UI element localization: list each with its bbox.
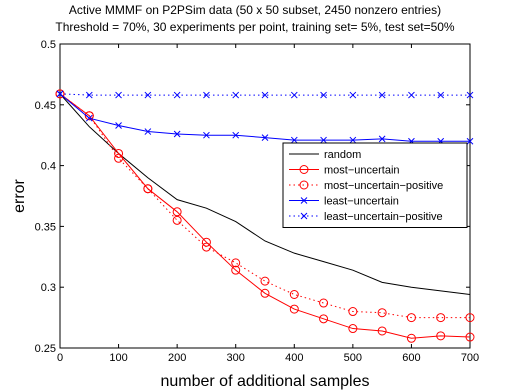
y-tick-label: 0.35 — [35, 221, 56, 233]
data-point — [231, 258, 241, 268]
data-point — [465, 313, 475, 323]
data-point — [289, 289, 299, 299]
data-point — [201, 237, 211, 247]
data-point — [144, 128, 152, 135]
legend: random most−uncertain most−uncertain−posit… — [282, 142, 468, 228]
legend-item: most−uncertain — [289, 165, 400, 177]
data-point — [144, 91, 152, 99]
y-tick-label: 0.45 — [35, 100, 56, 112]
data-point — [261, 134, 269, 141]
data-point — [261, 91, 269, 99]
data-point — [289, 304, 299, 314]
data-point — [406, 333, 416, 343]
data-point — [143, 184, 153, 194]
data-point — [466, 91, 474, 99]
data-point — [349, 91, 357, 99]
data-point — [115, 91, 122, 99]
legend-marker — [299, 165, 309, 174]
x-tick-label: 500 — [344, 352, 362, 364]
legend-label: random — [324, 149, 361, 161]
legend-item: most−uncertain−positive — [289, 180, 443, 192]
chart-subtitle: Threshold = 70%, 30 experiments per poin… — [55, 20, 455, 34]
series-line — [59, 93, 471, 339]
legend-item: least−uncertain−positive — [289, 211, 443, 223]
legend-marker — [299, 180, 309, 190]
data-point — [114, 148, 124, 158]
data-point — [290, 91, 298, 99]
x-tick-label: 100 — [109, 352, 127, 364]
data-point — [232, 91, 240, 99]
data-point — [85, 91, 93, 99]
data-point — [437, 91, 445, 99]
data-point — [114, 153, 124, 163]
data-point — [320, 91, 327, 99]
x-tick-label: 300 — [227, 352, 245, 364]
data-point — [173, 91, 181, 99]
data-point — [378, 91, 386, 99]
data-point — [436, 313, 446, 323]
legend-label: least−uncertain — [324, 196, 399, 208]
legend-label: most−uncertain−positive — [324, 180, 443, 192]
series-line — [59, 93, 470, 96]
legend-marker — [300, 197, 308, 204]
x-axis-label: number of additional samples — [160, 373, 369, 390]
legend-marker — [300, 212, 308, 220]
data-point — [348, 307, 358, 317]
data-point — [319, 314, 329, 324]
series-line — [59, 93, 471, 295]
data-point — [290, 136, 298, 144]
data-point — [319, 298, 329, 308]
data-point — [320, 136, 327, 144]
legend-label: most−uncertain — [324, 165, 400, 177]
data-point — [203, 91, 210, 99]
data-point — [231, 265, 241, 275]
y-tick-label: 0.5 — [41, 39, 56, 51]
series-2 — [55, 89, 475, 323]
data-point — [203, 131, 210, 139]
data-point — [172, 215, 182, 225]
series-line — [59, 93, 470, 319]
data-point — [85, 114, 93, 122]
y-tick-label: 0.25 — [35, 343, 56, 355]
data-point — [232, 131, 240, 139]
legend-item: random — [289, 149, 361, 161]
data-point — [348, 324, 358, 334]
series-3 — [56, 90, 474, 145]
data-point — [55, 89, 65, 99]
x-tick-label: 200 — [168, 352, 186, 364]
data-point — [406, 313, 416, 323]
series-0 — [59, 93, 471, 295]
series-layer — [55, 89, 475, 343]
data-point — [465, 332, 475, 342]
y-tick-label: 0.3 — [41, 282, 56, 294]
y-tick-label: 0.4 — [41, 161, 56, 173]
data-point — [349, 136, 357, 144]
chart-title: Active MMMF on P2PSim data (50 x 50 subs… — [68, 3, 442, 17]
data-point — [377, 326, 387, 336]
data-point — [260, 276, 270, 286]
data-point — [84, 111, 94, 121]
y-axis-label: error — [11, 178, 28, 212]
data-point — [436, 331, 446, 341]
x-tick-label: 700 — [461, 352, 479, 364]
legend-label: least−uncertain−positive — [324, 211, 443, 223]
data-point — [260, 288, 270, 298]
data-point — [408, 91, 415, 99]
data-point — [377, 308, 387, 318]
x-tick-label: 0 — [57, 352, 63, 364]
x-tick-label: 400 — [285, 352, 303, 364]
data-point — [173, 130, 181, 138]
data-point — [172, 207, 182, 217]
data-point — [378, 135, 386, 143]
data-point — [56, 90, 64, 98]
data-point — [201, 242, 211, 252]
axis-ticks: 0 100 200 300 400 500 600 700 0.25 0.3 0.35 0.4 0.45… — [35, 39, 480, 364]
data-point — [466, 137, 474, 145]
series-4 — [56, 90, 474, 99]
x-tick-label: 600 — [402, 352, 420, 364]
data-point — [115, 122, 122, 129]
legend-box — [282, 142, 468, 228]
legend-item: least−uncertain — [289, 196, 399, 208]
